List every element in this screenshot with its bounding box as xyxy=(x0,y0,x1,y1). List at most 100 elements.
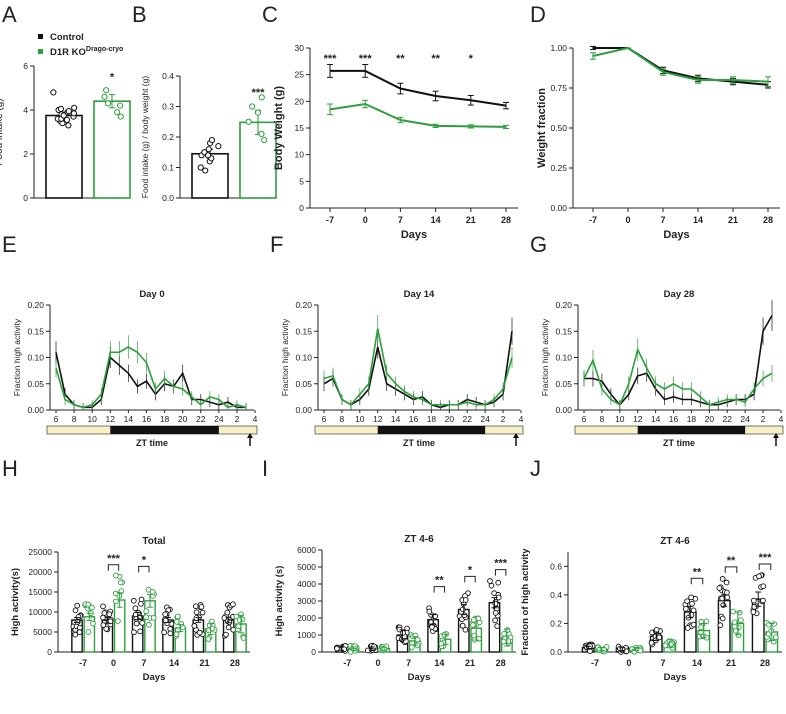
panel-J-point xyxy=(723,579,730,586)
panel-E-ytick-label: 0.20 xyxy=(27,300,44,310)
panel-G-ytick-label: 0.20 xyxy=(555,300,572,310)
panel-D-ytick-label: 0.25 xyxy=(550,163,567,173)
panel-F-xtick-label: 4 xyxy=(519,414,524,424)
panel-A-point xyxy=(63,116,71,124)
panel-I-point xyxy=(441,631,448,638)
panel-E-dark-bar xyxy=(110,426,219,434)
panel-H-ylabel: High activity(s) xyxy=(10,568,21,636)
panel-I-significance: ** xyxy=(435,575,444,587)
panel-E-xtick-label: 4 xyxy=(253,414,258,424)
panel-J-ytick-label: 0.2 xyxy=(550,618,562,628)
panel-G-series-line xyxy=(583,347,773,406)
panel-G-xtick-label: 22 xyxy=(723,414,733,424)
panel-A-bar xyxy=(93,100,131,199)
panel-D-xtick-label: -7 xyxy=(589,215,597,225)
panel-B-point xyxy=(215,143,222,150)
panel-A-significance: * xyxy=(110,72,115,84)
panel-I-ylabel: High activity (s) xyxy=(274,566,285,637)
panel-F-xlabel: ZT time xyxy=(403,438,435,448)
panel-G-xtick-label: 8 xyxy=(600,414,605,424)
panel-J-point xyxy=(724,589,730,596)
panel-F-title: Day 14 xyxy=(404,289,435,300)
panel-B-point xyxy=(202,167,209,174)
panel-C-significance: *** xyxy=(324,53,338,65)
panel-H-point xyxy=(130,597,137,604)
panel-D-xlabel: Days xyxy=(663,229,689,241)
panel-C-ytick-label: 30 xyxy=(295,43,305,53)
panel-I-ytick-label: 4000 xyxy=(297,579,316,589)
panel-J-xtick-label: 7 xyxy=(660,658,665,668)
panel-I-point xyxy=(494,623,500,629)
panel-E-xlabel: ZT time xyxy=(136,438,168,448)
panel-J-xtick-label: 14 xyxy=(692,658,702,668)
panel-J-point xyxy=(720,602,727,609)
panel-J-point xyxy=(750,609,757,615)
panel-F-ylabel: Fraction high activity xyxy=(280,318,290,396)
panel-H-ytick-label: 0 xyxy=(47,647,52,657)
panel-H-point xyxy=(198,604,205,610)
panel-H-point xyxy=(106,611,113,618)
panel-J-title: ZT 4-6 xyxy=(660,536,690,547)
panel-F-xtick-label: 20 xyxy=(445,414,455,424)
panel-J-significance: ** xyxy=(693,566,702,578)
panel-A-point xyxy=(70,110,78,117)
panel-G-xtick-label: 4 xyxy=(779,414,784,424)
panel-H-point xyxy=(115,618,121,624)
panel-D-xtick-label: 21 xyxy=(728,215,738,225)
panel-H-point xyxy=(225,624,232,631)
panel-F-ytick-label: 0.20 xyxy=(295,300,312,310)
panel-I-xtick-label: 28 xyxy=(496,658,506,668)
panel-D-ytick-label: 1.00 xyxy=(550,43,567,53)
panel-J-xtick-label: 28 xyxy=(760,658,770,668)
panel-I-sig-bracket xyxy=(494,569,507,576)
panel-C-xlabel: Days xyxy=(401,229,427,241)
panel-E-ytick-label: 0.05 xyxy=(27,379,44,389)
panel-D-xtick-label: 0 xyxy=(625,215,630,225)
panel-H-point xyxy=(100,614,106,621)
panel-H-point xyxy=(138,601,144,607)
panel-H-point xyxy=(193,609,200,616)
panel-H-point xyxy=(132,605,139,612)
panel-H-point xyxy=(143,608,150,615)
panel-H-point xyxy=(131,629,137,636)
panel-H-xtick-label: -7 xyxy=(79,658,87,668)
panel-H-point xyxy=(137,628,143,635)
panel-C-significance: ** xyxy=(396,53,405,65)
panel-C-xtick-label: -7 xyxy=(326,215,334,225)
panel-H-title: Total xyxy=(142,536,165,547)
panel-J-sig-bracket xyxy=(758,563,772,570)
panel-B-point xyxy=(254,109,262,116)
panel-J-point xyxy=(698,624,704,631)
panel-I-point xyxy=(492,600,499,607)
panel-I-point xyxy=(429,624,435,630)
panel-I-point xyxy=(462,626,469,633)
panel-F-series-line xyxy=(323,328,513,406)
panel-C-ytick-label: 20 xyxy=(295,96,305,106)
panel-H-point xyxy=(139,620,145,626)
panel-A-point xyxy=(101,93,108,100)
panel-letter-J: J xyxy=(530,456,541,481)
panel-G-ytick-label: 0.05 xyxy=(555,379,572,389)
panel-I-point xyxy=(438,640,445,647)
panel-A-point xyxy=(104,100,112,107)
panel-F-xtick-label: 16 xyxy=(409,414,419,424)
panel-F-xtick-label: 2 xyxy=(501,414,506,424)
panel-H-ytick-label: 5000 xyxy=(33,627,52,637)
panel-J-point xyxy=(688,594,694,601)
panel-E-ytick-label: 0.15 xyxy=(27,326,44,336)
panel-G-ytick-label: 0.00 xyxy=(555,405,572,415)
panel-H-point xyxy=(173,631,180,638)
panel-H-point xyxy=(235,623,242,630)
panel-J-point xyxy=(648,639,655,646)
panel-I-ytick-label: 1000 xyxy=(297,630,316,640)
panel-G-xtick-label: 2 xyxy=(761,414,766,424)
panel-H-bar xyxy=(113,599,126,653)
panel-C-significance: *** xyxy=(359,53,373,65)
panel-F-arrow-head xyxy=(513,433,519,438)
legend-control-label: Control xyxy=(50,32,84,43)
panel-H-ytick-label: 20000 xyxy=(28,567,52,577)
panel-letter-G: G xyxy=(530,232,547,257)
panel-D-ytick-label: 0.00 xyxy=(550,203,567,213)
panel-H-significance: *** xyxy=(107,553,121,565)
